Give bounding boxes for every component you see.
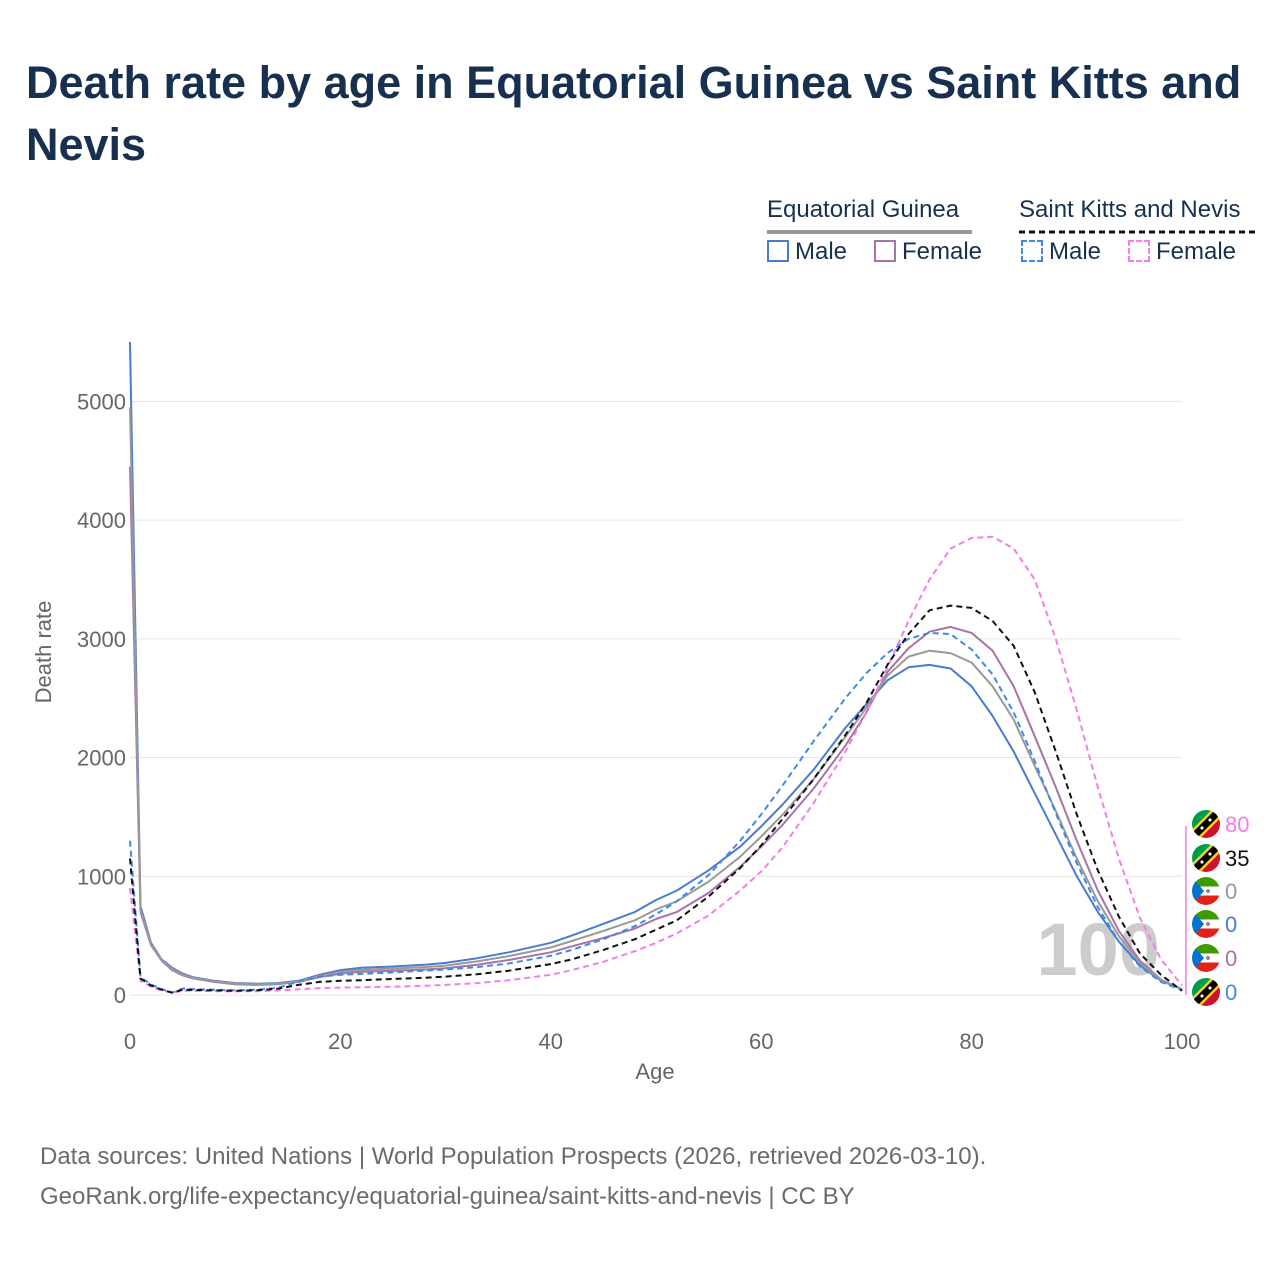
saint-kitts-and-nevis-flag-icon <box>1192 844 1220 872</box>
series-line-skn-male[interactable] <box>129 631 1183 994</box>
swatch-dashed-female <box>1128 240 1150 262</box>
series-line-eg-female[interactable] <box>129 466 1183 991</box>
equatorial-guinea-flag-icon <box>1192 944 1220 972</box>
legend-group-label: Equatorial Guinea <box>767 196 960 223</box>
swatch-solid-male <box>767 240 789 262</box>
end-label[interactable]: 0 <box>1192 910 1237 938</box>
end-label-value: 0 <box>1225 946 1237 971</box>
chart-title: Death rate by age in Equatorial Guinea v… <box>26 57 1242 170</box>
legend-group-equatorial-guinea[interactable]: Equatorial Guinea <box>767 196 972 234</box>
y-tick-label: 5000 <box>77 389 126 414</box>
y-axis-ticks: 0 1000 2000 3000 4000 5000 <box>77 389 126 1008</box>
legend-item-label: Male <box>1049 238 1102 265</box>
y-tick-label: 2000 <box>77 746 126 771</box>
legend-group-saint-kitts-and-nevis[interactable]: Saint Kitts and Nevis <box>1019 196 1255 234</box>
x-tick-label: 80 <box>959 1029 983 1054</box>
swatch-dashed-male <box>1021 240 1043 262</box>
end-label-value: 0 <box>1225 879 1237 904</box>
gridlines <box>130 400 1182 996</box>
legend-item-label: Female <box>902 238 983 265</box>
x-tick-label: 40 <box>539 1029 563 1054</box>
end-label[interactable]: 35 <box>1190 842 1249 874</box>
end-labels: 80 35 0 0 0 0 <box>1185 808 1249 1008</box>
series-line-eg-total[interactable] <box>129 407 1183 991</box>
y-tick-label: 4000 <box>77 508 126 533</box>
swatch-solid-female <box>874 240 896 262</box>
y-tick-label: 1000 <box>77 864 126 889</box>
y-axis-label: Death rate <box>31 601 56 704</box>
series-lines <box>129 341 1183 994</box>
x-tick-label: 20 <box>328 1029 352 1054</box>
end-label-value: 80 <box>1225 812 1249 837</box>
legend-item-label: Male <box>795 238 848 265</box>
legend-group-label: Saint Kitts and Nevis <box>1019 196 1241 223</box>
end-label[interactable]: 0 <box>1192 944 1237 972</box>
x-tick-label: 0 <box>124 1029 136 1054</box>
legend-item-eg-male[interactable]: Male <box>767 238 847 266</box>
equatorial-guinea-flag-icon <box>1192 910 1220 938</box>
source-note: Data sources: United Nations | World Pop… <box>40 1137 986 1217</box>
legend-item-skn-male[interactable]: Male <box>1021 238 1101 266</box>
legend-item-label: Female <box>1156 238 1237 265</box>
y-tick-label: 0 <box>114 983 126 1008</box>
end-label[interactable]: 0 <box>1192 877 1237 905</box>
legend-solid-rule <box>767 230 972 234</box>
series-line-skn-female[interactable] <box>129 535 1183 994</box>
end-label-value: 0 <box>1225 980 1237 1005</box>
series-line-eg-male[interactable] <box>129 341 1183 991</box>
source-line-2[interactable]: GeoRank.org/life-expectancy/equatorial-g… <box>40 1183 855 1210</box>
year-watermark: 100 <box>1037 908 1160 991</box>
equatorial-guinea-flag-icon <box>1192 877 1220 905</box>
saint-kitts-and-nevis-flag-icon <box>1192 978 1220 1006</box>
x-axis-label: Age <box>635 1059 674 1084</box>
y-tick-label: 3000 <box>77 627 126 652</box>
source-line-1: Data sources: United Nations | World Pop… <box>40 1143 987 1170</box>
end-label[interactable]: 0 <box>1190 976 1237 1008</box>
saint-kitts-and-nevis-flag-icon <box>1192 810 1220 838</box>
legend-item-eg-female[interactable]: Female <box>874 238 982 266</box>
x-tick-label: 100 <box>1164 1029 1201 1054</box>
x-axis-ticks: 0 20 40 60 80 100 <box>124 1029 1200 1054</box>
x-tick-label: 60 <box>749 1029 773 1054</box>
end-label[interactable]: 80 <box>1190 808 1249 840</box>
series-line-skn-total[interactable] <box>129 604 1183 994</box>
legend-item-skn-female[interactable]: Female <box>1128 238 1236 266</box>
end-label-value: 0 <box>1225 912 1237 937</box>
end-label-value: 35 <box>1225 846 1249 871</box>
